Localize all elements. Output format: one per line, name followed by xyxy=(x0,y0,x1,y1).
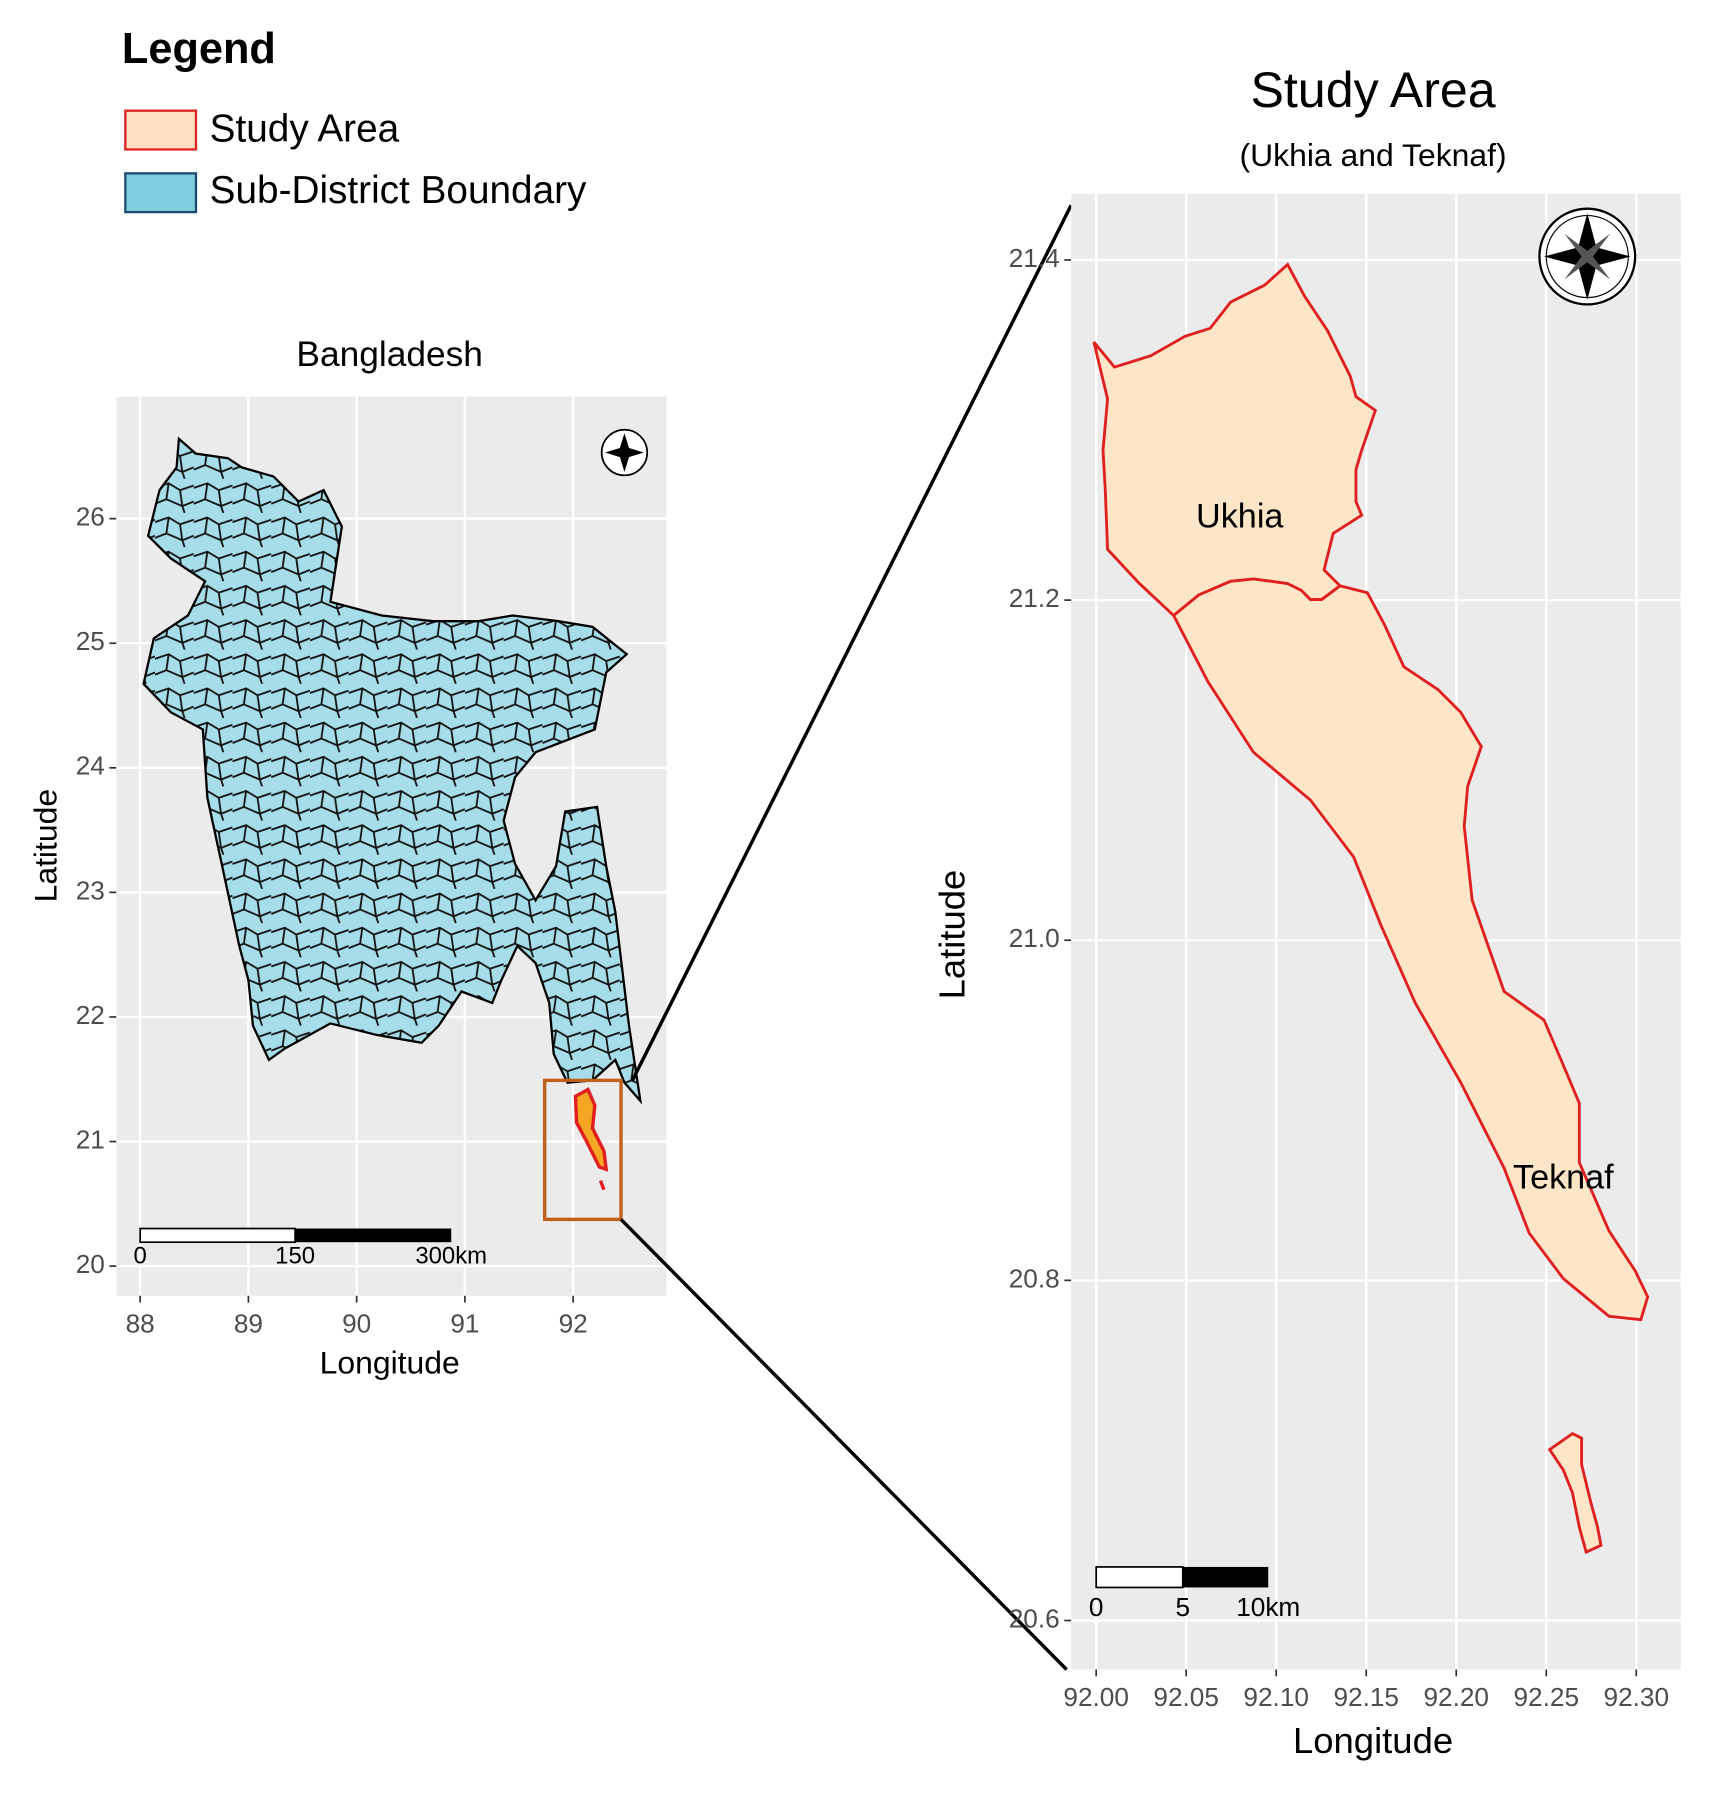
y-tick-label: 21.4 xyxy=(1009,243,1060,273)
scale-label: 0 xyxy=(134,1242,147,1269)
teknaf-shape xyxy=(1171,577,1650,1322)
map-title: Study Area xyxy=(1250,62,1495,118)
legend-label: Study Area xyxy=(210,107,400,150)
y-tick-label: 21.0 xyxy=(1009,923,1060,953)
x-axis-label: Longitude xyxy=(1293,1720,1453,1761)
x-tick-label: 89 xyxy=(234,1308,263,1338)
x-tick-label: 92 xyxy=(559,1308,588,1338)
x-tick-label: 92.30 xyxy=(1604,1682,1670,1712)
north-arrow xyxy=(1538,207,1637,306)
y-axis-label: Latitude xyxy=(27,789,63,903)
x-tick-label: 88 xyxy=(126,1308,155,1338)
bangladesh-shape xyxy=(142,436,643,1105)
study-area-island xyxy=(598,1180,606,1191)
x-tick-label: 91 xyxy=(450,1308,479,1338)
scale-bar: 0 5 10km xyxy=(1089,1566,1300,1622)
area-label: Ukhia xyxy=(1196,498,1283,536)
x-tick-label: 92.00 xyxy=(1063,1682,1129,1712)
scale-label: 0 xyxy=(1089,1592,1104,1622)
y-tick-label: 26 xyxy=(76,502,105,532)
legend-title: Legend xyxy=(122,25,276,73)
y-tick-label: 20 xyxy=(76,1249,105,1279)
connector xyxy=(619,1218,1068,1671)
y-tick-label: 24 xyxy=(76,751,105,781)
map-title: Bangladesh xyxy=(296,335,483,374)
study-area-shape xyxy=(573,1087,609,1172)
connector xyxy=(630,204,1073,1082)
legend-swatch xyxy=(124,172,198,214)
y-tick-label: 23 xyxy=(76,875,105,905)
y-axis-label: Latitude xyxy=(932,870,973,1000)
scale-bar: 0 150 300km xyxy=(134,1227,487,1269)
x-tick-label: 92.15 xyxy=(1333,1682,1399,1712)
island-shape xyxy=(1547,1431,1603,1555)
legend: Legend Study Area Sub-District Boundary xyxy=(122,25,587,214)
scale-label: 10km xyxy=(1236,1592,1300,1622)
ukhia-shape xyxy=(1092,262,1378,618)
inset-box xyxy=(542,1078,623,1222)
scale-label: 150 xyxy=(275,1242,315,1269)
scale-label: 5 xyxy=(1175,1592,1190,1622)
y-tick-label: 21 xyxy=(76,1124,105,1154)
y-tick-label: 25 xyxy=(76,626,105,656)
right-map: 92.00 92.05 92.10 92.15 92.20 92.25 92.30 20.6 2… xyxy=(932,62,1681,1761)
legend-label: Sub-District Boundary xyxy=(210,169,587,212)
north-arrow xyxy=(600,428,649,477)
y-tick-label: 20.6 xyxy=(1009,1603,1060,1633)
x-tick-label: 92.20 xyxy=(1423,1682,1489,1712)
x-tick-label: 92.05 xyxy=(1153,1682,1219,1712)
x-axis-label: Longitude xyxy=(320,1345,460,1381)
x-tick-label: 90 xyxy=(342,1308,371,1338)
y-tick-label: 20.8 xyxy=(1009,1263,1060,1293)
map-subtitle: (Ukhia and Teknaf) xyxy=(1240,137,1507,173)
x-tick-label: 92.10 xyxy=(1243,1682,1309,1712)
y-tick-label: 21.2 xyxy=(1009,583,1060,613)
area-label: Teknaf xyxy=(1513,1159,1614,1197)
y-tick-label: 22 xyxy=(76,1000,105,1030)
legend-swatch xyxy=(124,109,198,151)
x-tick-label: 92.25 xyxy=(1513,1682,1579,1712)
scale-label: 300km xyxy=(415,1242,487,1269)
left-map: 88 89 90 91 92 20 21 22 23 24 25 26 Bangladesh Long… xyxy=(27,335,667,1381)
